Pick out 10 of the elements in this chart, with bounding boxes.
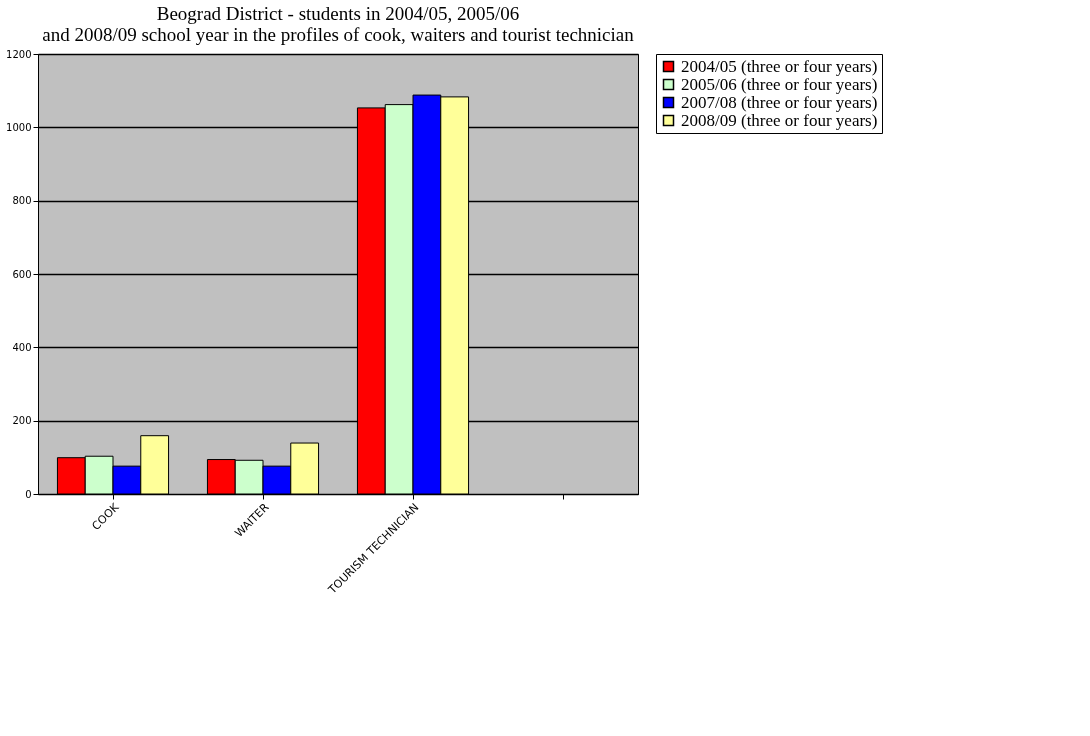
y-tick-label: 0 bbox=[25, 488, 32, 500]
y-tick-label: 1000 bbox=[6, 121, 32, 133]
y-tick-label: 600 bbox=[12, 268, 32, 280]
y-tick-label: 400 bbox=[12, 341, 32, 353]
text: Beograd District - students in 2004/05, 2005/06 bbox=[156, 3, 520, 24]
y-tick-label: 800 bbox=[12, 195, 32, 207]
y-tick-label: 200 bbox=[12, 415, 32, 427]
text: and 2008/09 school year in the profiles of cook, waiters and tourist technician bbox=[42, 24, 634, 45]
legend-label: 2004/05 (three or four years) bbox=[681, 56, 878, 76]
y-tick-label: 1200 bbox=[6, 48, 32, 60]
